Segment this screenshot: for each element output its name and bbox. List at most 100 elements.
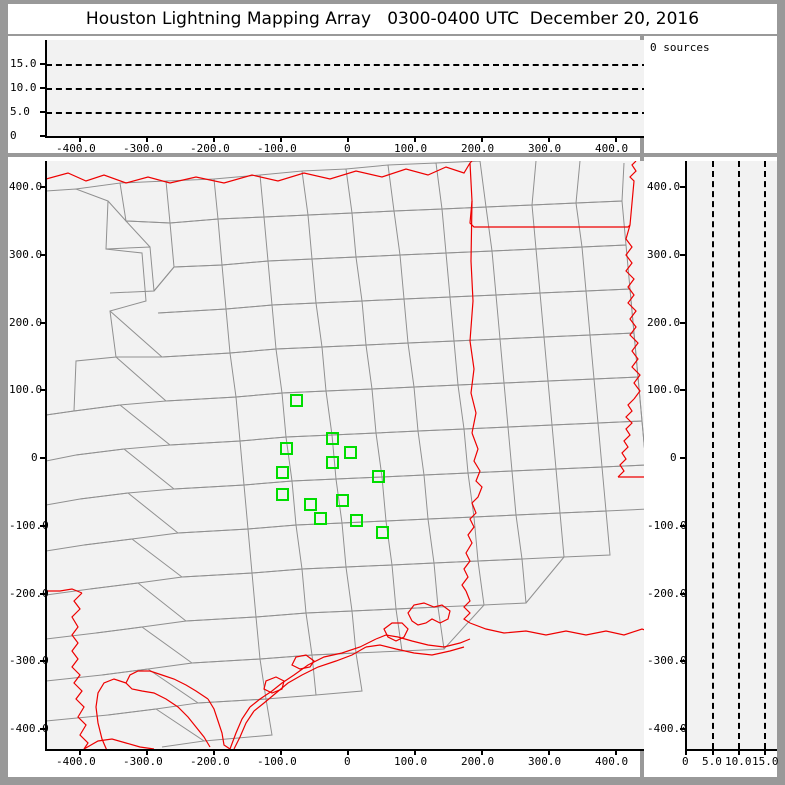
map-xlabel--100: -100.0 — [257, 755, 297, 768]
right-ytick--300 — [680, 660, 686, 662]
station-marker — [290, 394, 303, 407]
station-marker — [276, 488, 289, 501]
map-x-axis — [45, 749, 648, 751]
top-ytick-5 — [40, 111, 46, 113]
right-ytick-0 — [680, 457, 686, 459]
top-xlabel-0: 0 — [344, 142, 351, 155]
right-ytick--200 — [680, 593, 686, 595]
top-xtick-300 — [548, 137, 550, 142]
source-count-label: 0 sources — [650, 41, 710, 54]
top-ylabel-15: 15.0 — [10, 57, 37, 70]
right-xlabel-0: 0 — [682, 755, 689, 768]
map-ylabel-200: 200.0 — [9, 316, 43, 329]
right-y-axis — [685, 161, 687, 750]
right-ylabel-400: 400.0 — [647, 180, 681, 193]
time-height-plot-area[interactable] — [46, 40, 648, 136]
map-ylabel--100: -100.0 — [9, 519, 49, 532]
right-ytick-400 — [680, 186, 686, 188]
station-marker — [344, 446, 357, 459]
map-xtick--400 — [79, 750, 81, 755]
top-ytick-10 — [40, 87, 46, 89]
top-xlabel--200: -200.0 — [190, 142, 230, 155]
map-ytick-300 — [40, 254, 46, 256]
top-y-axis — [45, 40, 47, 137]
map-xlabel-300: 300.0 — [528, 755, 562, 768]
right-ylabel--400: -400.0 — [647, 722, 687, 735]
right-ytick-100 — [680, 389, 686, 391]
top-xtick-100 — [414, 137, 416, 142]
top-xtick-0 — [347, 137, 349, 142]
map-xlabel-400: 400.0 — [595, 755, 629, 768]
map-ylabel-300: 300.0 — [9, 248, 43, 261]
gridline-5 — [46, 112, 648, 114]
top-xlabel-400: 400.0 — [595, 142, 629, 155]
map-xtick-0 — [347, 750, 349, 755]
station-markers-layer — [276, 394, 389, 539]
top-x-axis — [45, 136, 648, 138]
map-xtick--200 — [213, 750, 215, 755]
plan-view-map-plot-area[interactable] — [46, 161, 648, 749]
right-ylabel-300: 300.0 — [647, 248, 681, 261]
time-height-panel: 15.0 10.0 5.0 0 -400.0 -300.0 -200.0 -10… — [8, 36, 648, 155]
right-xlabel-15: 15.0 — [752, 755, 779, 768]
top-xlabel-300: 300.0 — [528, 142, 562, 155]
right-xtick-15 — [764, 750, 766, 755]
top-ylabel-5: 5.0 — [10, 105, 30, 118]
map-ylabel-100: 100.0 — [9, 383, 43, 396]
map-ytick--400 — [40, 728, 46, 730]
top-ytick-15 — [40, 63, 46, 65]
top-xtick--100 — [280, 137, 282, 142]
gridline-10 — [46, 88, 648, 90]
gridline-5 — [712, 161, 714, 749]
right-xlabel-10: 10.0 — [725, 755, 752, 768]
top-xtick--200 — [213, 137, 215, 142]
right-ylabel--200: -200.0 — [647, 587, 687, 600]
map-xtick--300 — [146, 750, 148, 755]
station-marker — [314, 512, 327, 525]
gridline-10 — [738, 161, 740, 749]
map-ylabel--300: -300.0 — [9, 654, 49, 667]
map-graphics — [46, 161, 648, 749]
top-xlabel-200: 200.0 — [461, 142, 495, 155]
right-ytick--100 — [680, 525, 686, 527]
map-ylabel-0: 0 — [31, 451, 38, 464]
right-ylabel-100: 100.0 — [647, 383, 681, 396]
map-xtick--100 — [280, 750, 282, 755]
right-ylabel-0: 0 — [670, 451, 677, 464]
right-ylabel--300: -300.0 — [647, 654, 687, 667]
station-marker — [372, 470, 385, 483]
height-east-west-plot-area[interactable] — [686, 161, 777, 749]
station-marker — [280, 442, 293, 455]
title-bar: Houston Lightning Mapping Array 0300-040… — [8, 4, 777, 34]
right-ytick-300 — [680, 254, 686, 256]
map-xlabel--200: -200.0 — [190, 755, 230, 768]
map-ylabel-400: 400.0 — [9, 180, 43, 193]
plan-view-map-panel: 400.0 300.0 200.0 100.0 0 -100.0 -200.0 … — [8, 157, 648, 777]
right-ytick-200 — [680, 322, 686, 324]
map-ylabel--400: -400.0 — [9, 722, 49, 735]
map-ytick--300 — [40, 660, 46, 662]
station-marker — [336, 494, 349, 507]
map-xlabel-200: 200.0 — [461, 755, 495, 768]
state-coast-borders-layer — [46, 161, 648, 749]
height-east-west-panel: 400.0 300.0 200.0 100.0 0 -100.0 -200.0 … — [644, 157, 779, 777]
station-marker — [350, 514, 363, 527]
map-y-axis — [45, 161, 47, 750]
map-ylabel--200: -200.0 — [9, 587, 49, 600]
top-ytick-0 — [40, 135, 46, 137]
county-borders-layer — [46, 161, 648, 748]
map-ytick--100 — [40, 525, 46, 527]
map-xtick-100 — [414, 750, 416, 755]
right-ylabel--100: -100.0 — [647, 519, 687, 532]
top-xtick-200 — [481, 137, 483, 142]
map-ytick-0 — [40, 457, 46, 459]
map-xtick-300 — [548, 750, 550, 755]
top-xlabel--300: -300.0 — [123, 142, 163, 155]
top-xtick--300 — [146, 137, 148, 142]
station-marker — [276, 466, 289, 479]
map-xlabel--300: -300.0 — [123, 755, 163, 768]
right-ytick--400 — [680, 728, 686, 730]
right-xlabel-5: 5.0 — [702, 755, 722, 768]
top-xtick--400 — [79, 137, 81, 142]
